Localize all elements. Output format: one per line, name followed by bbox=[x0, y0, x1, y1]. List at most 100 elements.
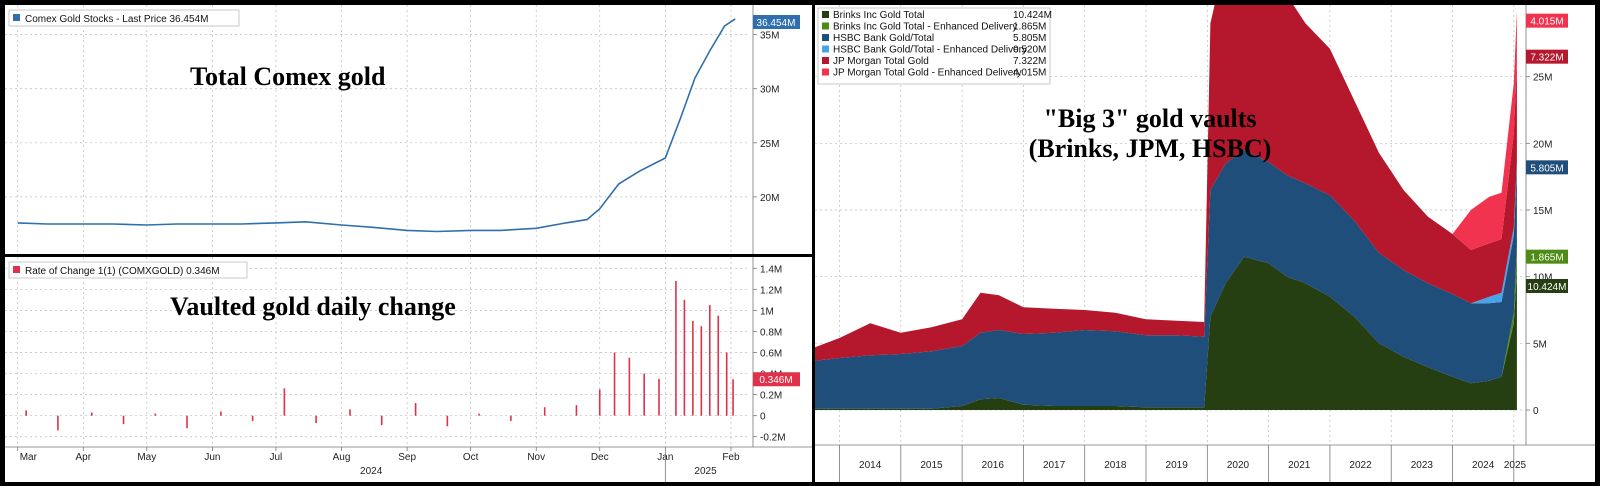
y-tick-label: 0.2M bbox=[760, 391, 782, 402]
legend-label: HSBC Bank Gold/Total - Enhanced Delivery bbox=[833, 45, 1027, 56]
legend-swatch bbox=[822, 11, 829, 18]
bar bbox=[414, 403, 417, 416]
last-value-tag-bg bbox=[1526, 49, 1568, 64]
bar bbox=[613, 352, 616, 416]
y-tick-label: 25M bbox=[1533, 73, 1552, 84]
legend-swatch bbox=[822, 34, 829, 41]
last-value-tag: 36.454M bbox=[753, 15, 800, 29]
bars bbox=[25, 280, 734, 431]
annotation-big3-line2: (Brinks, JPM, HSBC) bbox=[1029, 134, 1272, 163]
last-value-tag-bg bbox=[1526, 279, 1568, 293]
legend-label: HSBC Bank Gold/Total bbox=[833, 33, 934, 44]
stacked-areas bbox=[815, 5, 1517, 410]
legend-label: JP Morgan Total Gold - Enhanced Delivery bbox=[833, 68, 1022, 79]
legend-swatch bbox=[822, 68, 829, 76]
x-axis-ticks: Mar Apr May Jun Jul Aug Sep Oct Nov Dec Jan Feb2024… bbox=[17, 447, 740, 482]
legend-swatch bbox=[822, 45, 829, 53]
legend-value: 5.805M bbox=[1013, 33, 1046, 44]
bar bbox=[90, 412, 93, 416]
x-tick-label: Nov bbox=[527, 452, 545, 463]
bar bbox=[510, 415, 512, 421]
comex-gold-line-panel: 20M 25M 30M 35M Comex Gold Stocks - Last Pr… bbox=[5, 5, 812, 254]
y-axis-ticks: 0 5M 10M 15M 20M 25M bbox=[1526, 73, 1552, 417]
last-value-tag-text: 0.346M bbox=[759, 375, 792, 386]
y-tick-label: 0.6M bbox=[760, 349, 782, 360]
legend-swatch bbox=[13, 14, 20, 21]
x-tick-label: Mar bbox=[20, 452, 38, 463]
last-value-tag: 0.346M bbox=[753, 372, 800, 387]
legend: Comex Gold Stocks - Last Price 36.454M bbox=[8, 9, 240, 27]
x-tick-label: Jul bbox=[270, 452, 283, 463]
x-year-label: 2025 bbox=[694, 466, 717, 477]
x-axis-ticks: 2014 2015 2016 2017 2018 2019 2020 2021 2022 2023… bbox=[839, 445, 1527, 482]
last-value-tag-bg bbox=[1526, 13, 1568, 28]
grid bbox=[5, 257, 812, 448]
bar bbox=[57, 415, 59, 431]
legend-swatch bbox=[13, 266, 20, 273]
bar bbox=[478, 413, 480, 416]
y-tick-label: 1.4M bbox=[760, 264, 782, 275]
x-year-label: 2024 bbox=[360, 466, 383, 477]
legend: Rate of Change 1(1) (COMXGOLD) 0.346M bbox=[8, 261, 248, 279]
last-value-tag-text: 7.322M bbox=[1530, 53, 1563, 64]
legend-value: 1.865M bbox=[1013, 22, 1046, 33]
x-tick-label: 2022 bbox=[1349, 460, 1372, 471]
legend-value: 4.015M bbox=[1013, 68, 1046, 79]
y-tick-label: 0.8M bbox=[760, 327, 782, 338]
legend-box bbox=[817, 7, 1051, 85]
y-tick-label: 20M bbox=[760, 193, 779, 204]
x-tick-label: Dec bbox=[591, 452, 609, 463]
annotation-vaulted-gold-daily-change: Vaulted gold daily change bbox=[170, 292, 456, 321]
x-tick-label: 2023 bbox=[1411, 460, 1434, 471]
legend-label: Brinks Inc Gold Total - Enhanced Deliver… bbox=[833, 22, 1017, 33]
bar bbox=[717, 315, 720, 416]
x-tick-label: Aug bbox=[333, 452, 351, 463]
y-tick-label: 0 bbox=[760, 412, 766, 423]
legend-box bbox=[8, 261, 248, 279]
bar bbox=[122, 415, 125, 425]
bar bbox=[643, 373, 645, 416]
legend-label: JP Morgan Total Gold bbox=[833, 56, 929, 67]
x-tick-label: 2014 bbox=[859, 460, 882, 471]
bar bbox=[380, 415, 383, 426]
legend-swatch bbox=[822, 22, 829, 30]
legend-box bbox=[8, 9, 240, 27]
y-tick-label: 0 bbox=[1533, 406, 1539, 417]
y-tick-label: -0.2M bbox=[760, 433, 786, 444]
x-tick-label: Feb bbox=[722, 452, 740, 463]
bar bbox=[732, 379, 734, 416]
y-tick-label: 5M bbox=[1533, 339, 1547, 350]
annotation-big3-line1: "Big 3" gold vaults bbox=[1043, 104, 1256, 133]
x-tick-label: 2015 bbox=[920, 460, 943, 471]
x-tick-label: Jun bbox=[204, 452, 220, 463]
y-tick-label: 1.2M bbox=[760, 285, 782, 296]
area-jpmorgan-total-gold bbox=[815, 5, 1517, 361]
bar bbox=[220, 411, 222, 416]
last-value-tag-text: 10.424M bbox=[1528, 282, 1567, 293]
comex-gold-series-line bbox=[17, 18, 736, 233]
last-value-tags: 4.015M 7.322M 5.805M 1.865M 10.424M bbox=[1526, 13, 1568, 293]
legend-value: 0.520M bbox=[1013, 45, 1046, 56]
big3-vaults-area-chart: 0 5M 10M 15M 20M 25M 2014 2015 2016 2017 2018 2019… bbox=[815, 5, 1595, 482]
x-tick-label: Sep bbox=[398, 452, 416, 463]
x-tick-label: 2024 bbox=[1472, 460, 1495, 471]
area-brinks-gold-total bbox=[815, 256, 1517, 410]
y-tick-label: 20M bbox=[1533, 139, 1552, 150]
bar bbox=[283, 388, 286, 416]
bar bbox=[154, 413, 157, 416]
y-tick-label: 10M bbox=[1533, 273, 1552, 284]
last-value-tag-bg bbox=[753, 15, 800, 29]
bar bbox=[446, 415, 449, 427]
grid bbox=[5, 5, 754, 254]
area-hsbc-gold-total bbox=[815, 150, 1517, 409]
y-tick-label: 35M bbox=[760, 31, 779, 42]
legend-label: Comex Gold Stocks - Last Price 36.454M bbox=[25, 14, 208, 25]
comex-gold-line-chart: 20M 25M 30M 35M Comex Gold Stocks - Last Pr… bbox=[5, 5, 800, 254]
bar bbox=[628, 357, 631, 416]
y-tick-label: 1M bbox=[760, 306, 774, 317]
x-tick-label: 2016 bbox=[982, 460, 1005, 471]
last-value-tag-bg bbox=[753, 372, 800, 387]
